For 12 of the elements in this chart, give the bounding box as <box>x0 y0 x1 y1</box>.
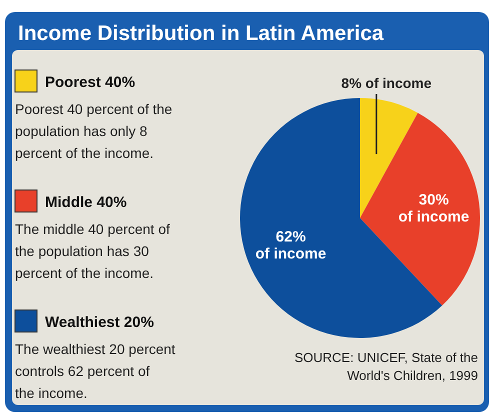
legend-label: Poorest 40% <box>45 74 136 91</box>
chart-title: Income Distribution in Latin America <box>18 22 384 45</box>
text: The middle 40 percent of the population has 30 percent of the income. <box>15 221 170 281</box>
pie-slice <box>360 112 480 306</box>
text: The wealthiest 20 percent controls 62 percent of the income. <box>15 341 176 401</box>
data-label: 30% of income <box>398 192 470 226</box>
legend-label: Wealthiest 20% <box>45 314 154 331</box>
data-label: 62% of income <box>255 228 326 262</box>
source-note: SOURCE: UNICEF, State of the World's Children, 1999 <box>294 350 478 383</box>
legend-label: Middle 40% <box>45 194 127 211</box>
text: Poorest 40 percent of the population has only 8 percent of the income. <box>15 101 172 161</box>
data-label: 8% of income <box>341 75 432 91</box>
